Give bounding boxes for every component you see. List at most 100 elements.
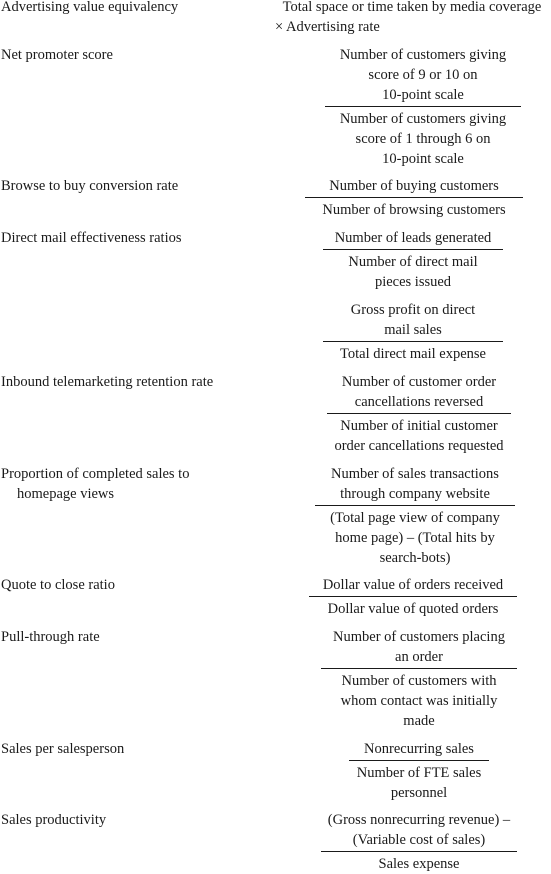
- fraction-bar: [327, 413, 511, 414]
- metric-name: Pull-through rate: [1, 627, 266, 647]
- fraction-bar: [323, 341, 503, 342]
- fraction: Nonrecurring sales Number of FTE sales p…: [309, 739, 529, 803]
- denominator-line: Dollar value of quoted orders: [327, 601, 499, 617]
- denominator: Number of FTE sales personnel: [309, 763, 529, 803]
- numerator-line: 10-point scale: [382, 87, 464, 103]
- fraction-bar: [325, 106, 521, 107]
- numerator: (Gross nonrecurring revenue) – (Variable…: [299, 810, 539, 850]
- numerator: Number of sales transactions through com…: [305, 464, 525, 504]
- denominator: Total direct mail expense: [303, 344, 523, 364]
- denominator-line: order cancellations requested: [334, 438, 504, 454]
- denominator-line: Number of customers with: [341, 673, 497, 689]
- numerator-line: Number of buying customers: [329, 178, 499, 194]
- fraction-bar: [349, 760, 489, 761]
- metric-formula: Number of buying customers Number of bro…: [299, 176, 529, 220]
- metric-name: Sales per salesperson: [1, 739, 266, 759]
- metric-name-line: Browse to buy conversion rate: [1, 178, 179, 194]
- denominator: Number of customers giving score of 1 th…: [313, 109, 533, 169]
- numerator: Number of buying customers: [299, 176, 529, 196]
- numerator: Number of customers giving score of 9 or…: [313, 45, 533, 105]
- metric-name: Quote to close ratio: [1, 575, 266, 595]
- metric-name-line: Advertising value equivalency: [1, 0, 179, 15]
- metric-name: Browse to buy conversion rate: [1, 176, 266, 196]
- numerator: Number of customers placing an order: [309, 627, 529, 667]
- metric-name-line: Sales productivity: [1, 812, 107, 828]
- fraction-bar: [323, 249, 503, 250]
- denominator-line: 10-point scale: [382, 151, 464, 167]
- numerator-line: Number of customer order: [341, 374, 497, 390]
- metric-name-line: Net promoter score: [1, 47, 113, 63]
- denominator-line: (Total page view of company: [330, 510, 500, 526]
- denominator-line: Number of browsing customers: [322, 202, 506, 218]
- formula-line: × Advertising rate: [275, 19, 380, 35]
- denominator-line: Sales expense: [378, 856, 460, 872]
- numerator-line: (Gross nonrecurring revenue) –: [327, 812, 511, 828]
- denominator-line: made: [403, 713, 435, 729]
- numerator: Number of customer order cancellations r…: [309, 372, 529, 412]
- denominator: Sales expense: [299, 854, 539, 874]
- denominator-line: personnel: [390, 785, 448, 801]
- denominator-line: search-bots): [379, 550, 451, 566]
- denominator: Number of browsing customers: [299, 200, 529, 220]
- fraction: Number of customers placing an order Num…: [309, 627, 529, 731]
- denominator: Dollar value of quoted orders: [293, 599, 533, 619]
- numerator-line: Number of sales transactions: [331, 466, 499, 482]
- numerator-line: score of 9 or 10 on: [368, 67, 478, 83]
- fraction-bar: [321, 851, 517, 852]
- metric-name-line: Inbound telemarketing retention rate: [1, 374, 214, 390]
- metric-name-line: Proportion of completed sales to: [1, 466, 190, 482]
- fraction-bar: [315, 505, 515, 506]
- fraction: Number of customer order cancellations r…: [309, 372, 529, 456]
- denominator: Number of customers with whom contact wa…: [309, 671, 529, 731]
- fraction: Gross profit on direct mail sales Total …: [303, 300, 523, 364]
- denominator-line: Number of FTE sales: [356, 765, 482, 781]
- formula-line: Total space or time taken by media cover…: [282, 0, 542, 15]
- fraction: Number of customers giving score of 9 or…: [313, 45, 533, 169]
- metric-name-line: Sales per salesperson: [1, 741, 125, 757]
- fraction: (Gross nonrecurring revenue) – (Variable…: [299, 810, 539, 874]
- fraction: Dollar value of orders received Dollar v…: [293, 575, 533, 619]
- metric-formula: Number of sales transactions through com…: [305, 464, 525, 568]
- numerator-line: (Variable cost of sales): [352, 832, 486, 848]
- metric-formula: Number of customers giving score of 9 or…: [313, 45, 533, 169]
- numerator: Nonrecurring sales: [309, 739, 529, 759]
- metric-formula: Nonrecurring sales Number of FTE sales p…: [309, 739, 529, 803]
- numerator-line: Dollar value of orders received: [322, 577, 504, 593]
- numerator-line: Number of customers giving: [339, 47, 507, 63]
- denominator-line: score of 1 through 6 on: [355, 131, 491, 147]
- fraction: Number of buying customers Number of bro…: [299, 176, 529, 220]
- denominator-line: whom contact was initially: [340, 693, 498, 709]
- numerator-line: through company website: [340, 486, 490, 502]
- numerator-line: Gross profit on direct: [350, 302, 476, 318]
- denominator-line: home page) – (Total hits by: [335, 530, 495, 546]
- metric-name: Proportion of completed sales to homepag…: [1, 464, 266, 504]
- denominator: Number of direct mail pieces issued: [303, 252, 523, 292]
- denominator-line: pieces issued: [374, 274, 452, 290]
- fraction-bar: [309, 596, 517, 597]
- metric-formula: Dollar value of orders received Dollar v…: [293, 575, 533, 619]
- fraction: Number of leads generated Number of dire…: [303, 228, 523, 292]
- fraction: Number of sales transactions through com…: [305, 464, 525, 568]
- metric-name: Advertising value equivalency: [1, 0, 266, 17]
- metric-name-line: Direct mail effectiveness ratios: [1, 230, 182, 246]
- metric-name: Sales productivity: [1, 810, 266, 830]
- metric-name-line: homepage views: [17, 486, 115, 502]
- metric-formula: Number of customer order cancellations r…: [309, 372, 529, 456]
- metric-name-line: Quote to close ratio: [1, 577, 115, 593]
- numerator: Dollar value of orders received: [293, 575, 533, 595]
- metric-name: Direct mail effectiveness ratios: [1, 228, 266, 248]
- fraction-bar: [305, 197, 523, 198]
- metric-formula: Total space or time taken by media cover…: [267, 0, 551, 37]
- metric-formula: Number of leads generated Number of dire…: [303, 228, 523, 364]
- metric-formula: (Gross nonrecurring revenue) – (Variable…: [299, 810, 539, 874]
- denominator-line: Total direct mail expense: [340, 346, 486, 362]
- numerator: Number of leads generated: [303, 228, 523, 248]
- numerator-line: mail sales: [384, 322, 442, 338]
- denominator-line: Number of direct mail: [348, 254, 478, 270]
- denominator: (Total page view of company home page) –…: [305, 508, 525, 568]
- numerator-line: cancellations reversed: [354, 394, 484, 410]
- numerator: Gross profit on direct mail sales: [303, 300, 523, 340]
- metric-name: Net promoter score: [1, 45, 266, 65]
- denominator-line: Number of customers giving: [339, 111, 507, 127]
- numerator-line: Nonrecurring sales: [364, 741, 474, 757]
